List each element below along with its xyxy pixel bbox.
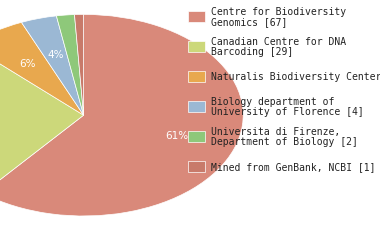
- Text: Mined from GenBank, NCBI [1]: Mined from GenBank, NCBI [1]: [211, 162, 375, 172]
- Text: University of Florence [4]: University of Florence [4]: [211, 107, 364, 117]
- Text: Canadian Centre for DNA: Canadian Centre for DNA: [211, 36, 346, 47]
- Text: Biology department of: Biology department of: [211, 96, 334, 107]
- Bar: [188, 71, 205, 82]
- Bar: [188, 101, 205, 112]
- Wedge shape: [0, 14, 243, 216]
- Wedge shape: [0, 22, 84, 115]
- Wedge shape: [74, 14, 84, 115]
- Text: Centre for Biodiversity: Centre for Biodiversity: [211, 6, 346, 17]
- Wedge shape: [0, 45, 84, 193]
- Bar: [188, 11, 205, 22]
- Bar: [188, 161, 205, 172]
- Text: 6%: 6%: [19, 59, 36, 69]
- Text: Universita di Firenze,: Universita di Firenze,: [211, 126, 340, 137]
- Text: Barcoding [29]: Barcoding [29]: [211, 47, 293, 57]
- Text: Genomics [67]: Genomics [67]: [211, 17, 287, 27]
- Wedge shape: [56, 15, 84, 115]
- Bar: [188, 41, 205, 52]
- Bar: [188, 132, 205, 142]
- Wedge shape: [22, 16, 84, 115]
- Text: 4%: 4%: [48, 50, 64, 60]
- Text: 61%: 61%: [165, 131, 188, 141]
- Text: Department of Biology [2]: Department of Biology [2]: [211, 137, 358, 147]
- Text: Naturalis Biodiversity Center [7]: Naturalis Biodiversity Center [7]: [211, 72, 380, 82]
